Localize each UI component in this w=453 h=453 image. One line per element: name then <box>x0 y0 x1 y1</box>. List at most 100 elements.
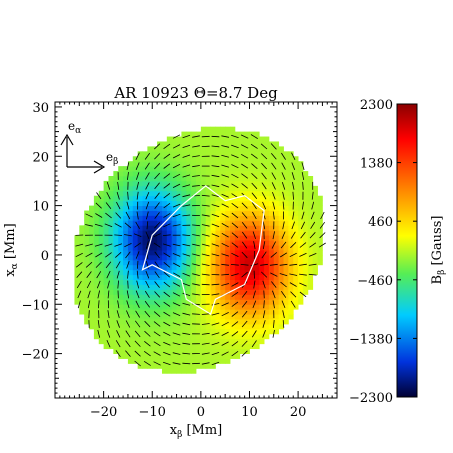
heatmap-cell <box>298 299 304 305</box>
heatmap-cell <box>147 166 153 172</box>
heatmap-cell <box>113 225 119 231</box>
heatmap-cell <box>312 245 318 251</box>
field-arrow <box>94 223 103 227</box>
field-arrow <box>231 212 239 219</box>
heatmap-cell <box>205 210 211 216</box>
heatmap-cell <box>264 289 270 295</box>
field-arrow <box>114 223 122 228</box>
field-arrow <box>308 253 317 257</box>
heatmap-cell <box>93 294 100 300</box>
heatmap-cell <box>166 343 173 350</box>
heatmap-cell <box>317 250 323 256</box>
heatmap-cell <box>186 225 192 231</box>
heatmap-cell <box>93 220 100 226</box>
heatmap-cell <box>254 235 260 241</box>
heatmap-cell <box>166 176 173 182</box>
field-arrow <box>153 351 161 356</box>
field-arrow <box>172 243 181 247</box>
heatmap-cell <box>268 225 275 231</box>
heatmap-cell <box>312 205 318 211</box>
heatmap-cell <box>152 190 158 197</box>
heatmap-cell <box>220 156 226 162</box>
heatmap-cell <box>161 358 168 364</box>
field-arrow <box>145 280 150 289</box>
heatmap-cell <box>200 195 207 202</box>
heatmap-cell <box>249 215 255 221</box>
heatmap-cell <box>123 240 129 246</box>
heatmap-cell <box>205 319 211 325</box>
heatmap-cell <box>181 254 187 261</box>
field-arrow <box>144 162 150 170</box>
field-arrow <box>154 212 160 219</box>
heatmap-cell <box>152 324 158 330</box>
heatmap-cell <box>302 289 309 295</box>
heatmap-cell <box>132 264 139 271</box>
heatmap-cell <box>176 363 182 369</box>
heatmap-cell <box>147 180 153 187</box>
heatmap-cell <box>302 269 309 276</box>
heatmap-cell <box>293 250 299 256</box>
heatmap-cell <box>181 180 187 187</box>
heatmap-cell <box>288 230 294 236</box>
heatmap-cell <box>181 274 187 280</box>
heatmap-cell <box>161 254 168 261</box>
heatmap-cell <box>249 279 255 285</box>
heatmap-cell <box>147 195 153 202</box>
heatmap-cell <box>147 284 153 290</box>
heatmap-cell <box>171 343 177 350</box>
heatmap-cell <box>259 259 265 266</box>
heatmap-cell <box>273 314 280 320</box>
heatmap-cell <box>191 304 197 310</box>
heatmap-cell <box>205 284 211 290</box>
field-arrow <box>97 320 100 328</box>
heatmap-cell <box>142 185 148 192</box>
field-arrow <box>163 202 171 209</box>
field-arrow <box>201 253 210 257</box>
heatmap-cell <box>147 156 153 162</box>
heatmap-cell <box>118 195 124 202</box>
heatmap-cell <box>273 274 280 280</box>
field-arrow <box>154 163 161 170</box>
heatmap-cell <box>186 254 192 261</box>
field-arrow <box>231 252 239 257</box>
heatmap-cell <box>215 200 221 206</box>
heatmap-cell <box>230 205 236 211</box>
heatmap-cell <box>249 235 255 241</box>
heatmap-cell <box>186 131 192 137</box>
heatmap-cell <box>239 161 246 167</box>
heatmap-cell <box>225 190 231 197</box>
heatmap-cell <box>79 299 85 305</box>
heatmap-cell <box>103 240 109 246</box>
heatmap-cell <box>239 245 246 251</box>
heatmap-cell <box>113 245 119 251</box>
heatmap-cell <box>161 363 168 369</box>
field-arrow <box>309 232 316 239</box>
heatmap-cell <box>205 348 211 354</box>
heatmap-cell <box>220 245 226 251</box>
heatmap-cell <box>215 190 221 197</box>
field-arrow <box>302 201 304 210</box>
heatmap-cell <box>196 338 202 345</box>
heatmap-cell <box>225 180 231 187</box>
heatmap-cell <box>181 343 187 350</box>
heatmap-cell <box>196 185 202 192</box>
field-arrow <box>211 184 220 188</box>
heatmap-cell <box>307 205 314 211</box>
heatmap-cell <box>210 245 216 251</box>
heatmap-cell <box>186 215 192 221</box>
heatmap-cell <box>93 230 100 236</box>
heatmap-cell <box>278 200 284 206</box>
heatmap-cell <box>176 200 182 206</box>
field-arrow <box>292 211 295 220</box>
heatmap-cell <box>200 146 207 152</box>
heatmap-cell <box>161 250 168 256</box>
heatmap-cell <box>152 363 158 369</box>
heatmap-cell <box>191 151 197 157</box>
field-arrow <box>221 154 230 158</box>
heatmap-cell <box>132 230 139 236</box>
heatmap-cell <box>278 240 284 246</box>
heatmap-cell <box>249 324 255 330</box>
heatmap-cell <box>118 264 124 271</box>
heatmap-cell <box>210 161 216 167</box>
heatmap-cell <box>181 215 187 221</box>
